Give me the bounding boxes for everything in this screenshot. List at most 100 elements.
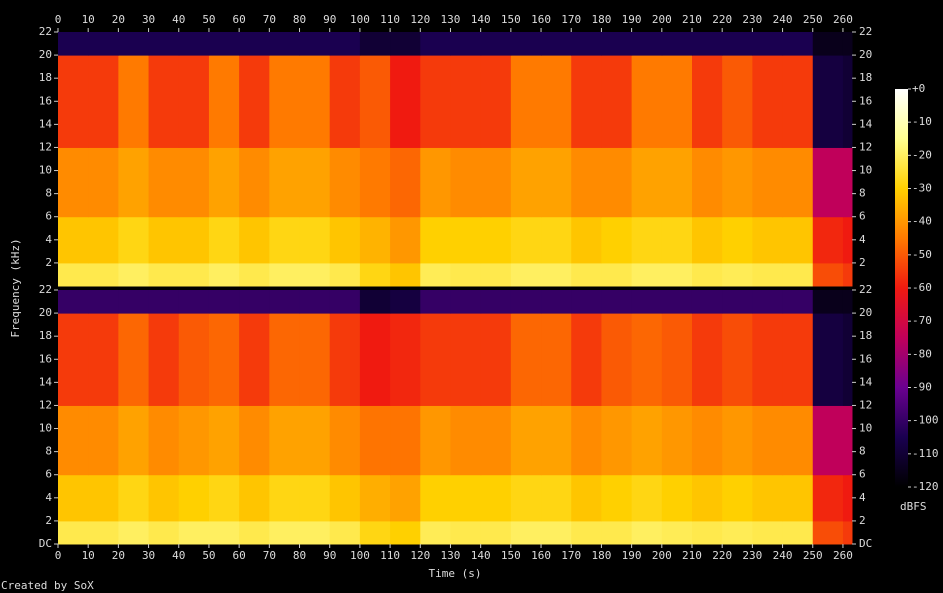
spectrogram-cell [661,262,693,287]
x-tick-label: 0 [55,549,62,562]
colorbar-tick-label: -110 [912,447,939,460]
y-tick-label: 6 [45,468,52,481]
spectrogram-cell [661,55,693,148]
spectrogram-cell [58,216,89,264]
spectrogram-cell [208,32,240,56]
x-tick-label: 240 [773,13,793,26]
spectrogram-cell [390,405,421,476]
x-tick-label: 90 [323,13,336,26]
colorbar-tick-label: -30 [912,182,932,195]
spectrogram-cell [420,216,451,264]
spectrogram-cell [178,262,210,287]
spectrogram-cell [420,32,451,56]
spectrogram-cell [661,474,693,522]
spectrogram-cell [239,474,270,522]
spectrogram-cell [329,55,361,148]
spectrogram-cell [571,55,602,148]
y-tick-label: 12 [859,140,872,153]
spectrogram-cell [631,262,663,287]
spectrogram-cell [148,474,180,522]
spectrogram-cell [722,313,753,406]
y-tick-label: 10 [859,422,872,435]
spectrogram-cell [752,55,784,148]
spectrogram-cell [450,147,482,218]
spectrogram-cell [480,147,512,218]
spectrogram-cell [480,405,512,476]
y-tick-label: 22 [859,25,872,38]
spectrogram-cell [480,262,512,287]
x-tick-label: 150 [501,13,521,26]
x-tick-label: 230 [742,549,762,562]
spectrogram-cell [691,216,723,264]
spectrogram-cell [480,216,512,264]
x-tick-label: 110 [380,13,400,26]
spectrogram-cell [390,474,421,522]
spectrogram-cell [329,474,361,522]
spectrogram-cell [148,405,180,476]
spectrogram-cell [390,313,421,406]
spectrogram-cell [118,262,150,287]
y-tick-label: 12 [39,398,52,411]
spectrogram-cell [208,147,240,218]
y-tick-label: 6 [45,210,52,223]
spectrogram-cell [178,55,210,148]
spectrogram-cell [691,474,723,522]
spectrogram-cell [178,474,210,522]
spectrogram-cell [842,55,853,148]
x-tick-label: 120 [410,549,430,562]
spectrogram-cell [239,147,270,218]
colorbar-tick-label: -120 [912,480,939,493]
y-tick-label: 16 [39,352,52,365]
spectrogram-cell [450,474,482,522]
y-tick-label: 22 [39,283,52,296]
x-tick-label: 250 [803,13,823,26]
y-tick-label: 8 [45,445,52,458]
x-tick-label: 70 [263,549,276,562]
spectrogram-cell [269,147,301,218]
x-tick-label: 240 [773,549,793,562]
spectrogram-cell [541,55,572,148]
colorbar-tick-label: -60 [912,281,932,294]
spectrogram-cell [299,474,331,522]
spectrogram-cell [88,55,119,148]
x-tick-label: 20 [112,13,125,26]
spectrogram-cell [842,32,853,56]
spectrogram-cell [691,290,723,314]
x-tick-label: 260 [833,13,853,26]
spectrogram-cell [118,147,150,218]
x-tick-label: 150 [501,549,521,562]
spectrogram-cell [269,55,301,148]
y-tick-label: 20 [859,48,872,61]
spectrogram-cell [480,32,512,56]
spectrogram-cell [269,32,301,56]
footer: Created by SoX [1,579,94,592]
spectrogram-cell [541,147,572,218]
spectrogram-cell [631,520,663,545]
spectrogram-cell [58,520,89,545]
spectrogram-cell [691,520,723,545]
spectrogram-cell [510,474,542,522]
spectrogram-cell [390,262,421,287]
spectrogram-cell [812,405,844,476]
spectrogram-cell [208,405,240,476]
x-tick-label: 120 [410,13,430,26]
spectrogram-cell [269,313,301,406]
x-tick-label: 130 [441,549,461,562]
x-axis-label: Time (s) [429,567,482,580]
spectrogram-cell [88,520,119,545]
y-tick-label: 22 [39,25,52,38]
x-tick-label: 170 [561,549,581,562]
spectrogram-cell [420,55,451,148]
y-tick-label: 8 [859,445,866,458]
spectrogram-cell [88,313,119,406]
spectrogram-cell [390,32,421,56]
spectrogram-cell [88,147,119,218]
spectrogram-cell [480,290,512,314]
y-tick-label: 22 [859,283,872,296]
spectrogram-cell [722,262,753,287]
spectrogram-cell [601,405,633,476]
spectrogram-cell [178,405,210,476]
spectrogram-cell [510,262,542,287]
spectrogram-cell [359,55,391,148]
spectrogram-cell [510,216,542,264]
